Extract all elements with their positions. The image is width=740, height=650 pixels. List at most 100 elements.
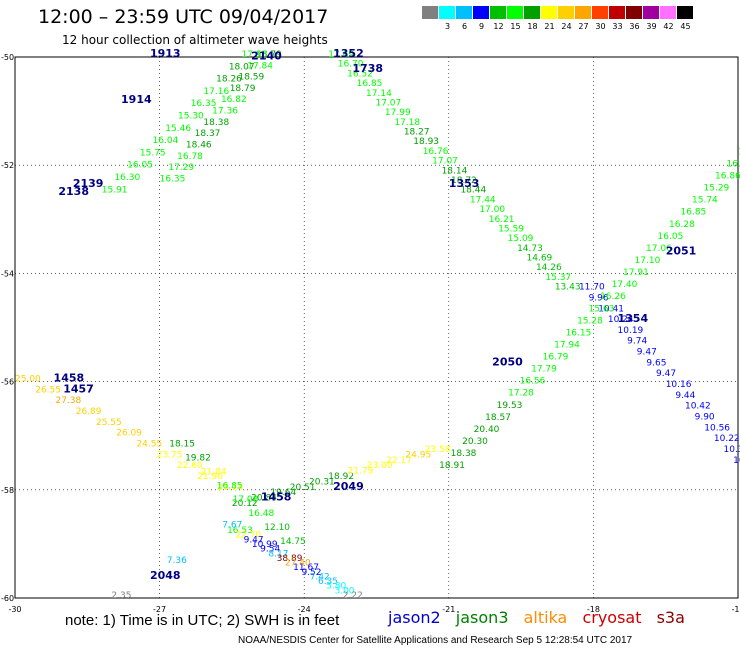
legend-tick: 18	[527, 22, 538, 31]
wave-height-point: 23.14	[217, 483, 243, 493]
legend-tick: 27	[578, 22, 589, 31]
legend-cell: 30	[592, 6, 609, 31]
wave-height-point: 16.28	[669, 220, 695, 230]
wave-height-point: 15.09	[508, 234, 534, 244]
x-tick-label: -21	[442, 605, 455, 614]
wave-height-point: 8.17	[268, 549, 288, 559]
legend-swatch	[456, 6, 473, 19]
legend-swatch	[524, 6, 541, 19]
y-tick-label: -56	[1, 378, 14, 387]
legend-cell	[422, 6, 439, 31]
pass-time-label: 2138	[58, 185, 89, 198]
wave-height-point: 16.76	[423, 147, 449, 157]
satellite-jason3: jason3	[455, 608, 509, 627]
wave-height-point: 15.37	[545, 273, 571, 283]
wave-height-point: 25.55	[96, 418, 122, 428]
legend-swatch	[660, 6, 677, 19]
wave-height-point: 10.24	[608, 315, 634, 325]
page-subtitle: 12 hour collection of altimeter wave hei…	[62, 33, 328, 47]
legend-swatch	[507, 6, 524, 19]
wave-height-point: 17.84	[247, 61, 273, 71]
legend-cell: 9	[473, 6, 490, 31]
wave-height-point: 21.84	[201, 467, 227, 477]
legend-tick: 39	[646, 22, 657, 31]
wave-height-point: 17.14	[366, 89, 392, 99]
wave-height-point: 18.38	[451, 449, 477, 459]
wave-height-point: 16.35	[160, 174, 186, 184]
wave-height-point: 18.26	[216, 75, 242, 85]
wave-height-point: 23.00	[367, 461, 393, 471]
wave-height-point: 20.51	[290, 483, 316, 493]
pass-time-label: 1913	[150, 47, 181, 60]
wave-height-point: 16.04	[153, 136, 179, 146]
wave-height-point: 16.21	[489, 215, 515, 225]
wave-height-point: 26.09	[116, 429, 142, 439]
wave-height-point: 10.41	[598, 304, 624, 314]
plot-frame	[14, 56, 739, 599]
wave-height-point: 18.27	[404, 128, 430, 138]
wave-height-point: 25.00	[15, 375, 41, 385]
legend-swatch	[558, 6, 575, 19]
y-tick-label: -58	[1, 486, 14, 495]
legend-cell: 39	[643, 6, 660, 31]
wave-height-point: 19.64	[270, 488, 296, 498]
legend-swatch	[609, 6, 626, 19]
wave-height-point: 10.99	[252, 540, 278, 550]
x-tick-label: -18	[587, 605, 600, 614]
wave-height-point: 20.84	[251, 494, 277, 504]
wave-height-point: 2.22	[343, 591, 363, 601]
wave-height-point: 16.15	[566, 328, 592, 338]
wave-height-point: 16.79	[543, 353, 569, 363]
wave-height-point: 7.42	[310, 572, 330, 582]
satellite-cryosat: cryosat	[582, 608, 642, 627]
wave-height-point: 20.12	[232, 499, 258, 509]
y-tick-label: -60	[1, 594, 14, 603]
wave-height-point: 7.36	[167, 556, 187, 566]
legend-swatch	[541, 6, 558, 19]
wave-height-point: 22.70	[235, 531, 261, 541]
wave-height-point: 9.90	[695, 412, 715, 422]
wave-height-point: 17.36	[212, 107, 238, 117]
wave-height-point: 10	[733, 456, 740, 466]
wave-height-point: 9.54	[260, 545, 280, 555]
pass-time-label: 1352	[333, 47, 364, 60]
wave-height-point: 16.85	[681, 208, 707, 218]
legend-swatch	[592, 6, 609, 19]
legend-tick: 30	[595, 22, 606, 31]
wave-height-point: 18.91	[439, 461, 465, 471]
wave-height-point: 18.92	[328, 472, 354, 482]
pass-time-label: 2049	[333, 480, 364, 493]
satellite-legend: jason2 jason3 altika cryosat s3a	[388, 608, 695, 627]
wave-height-point: 18.79	[230, 84, 256, 94]
wave-height-point: 23.58	[425, 445, 451, 455]
wave-height-point: 17.94	[554, 340, 580, 350]
wave-height-point: 6.35	[318, 577, 338, 587]
wave-height-point: 9.47	[656, 369, 676, 379]
pass-time-label: 1354	[618, 312, 649, 325]
legend-swatch	[422, 6, 439, 19]
wave-height-point: 5.80	[326, 582, 346, 592]
wave-height-point: 17.40	[612, 280, 638, 290]
wave-height-point: 20.31	[309, 477, 335, 487]
wave-height-point: 15.28	[577, 316, 603, 326]
wave-height-point: 10.16	[666, 380, 692, 390]
legend-tick: 42	[663, 22, 674, 31]
wave-height-point: 20.30	[462, 437, 488, 447]
wave-height-point: 14.75	[280, 537, 306, 547]
wave-height-point: 15.60	[738, 147, 740, 157]
pass-time-label: 1458	[54, 372, 85, 385]
pass-time-label: 1458	[261, 491, 292, 504]
wave-height-point: 12.10	[264, 523, 290, 533]
wave-height-point: 27.40	[285, 559, 311, 569]
wave-height-point: 16.48	[248, 509, 274, 519]
wave-height-point: 10.56	[704, 423, 730, 433]
legend-cell: 12	[490, 6, 507, 31]
wave-height-point: 21.79	[348, 467, 374, 477]
y-tick-label: -54	[1, 269, 14, 278]
wave-height-point: 14.69	[527, 254, 553, 264]
wave-height-point: 16.82	[221, 95, 247, 105]
y-tick-label: -52	[1, 161, 14, 170]
wave-height-point: 18.07	[229, 62, 255, 72]
wave-height-point: 16.86	[715, 172, 740, 182]
